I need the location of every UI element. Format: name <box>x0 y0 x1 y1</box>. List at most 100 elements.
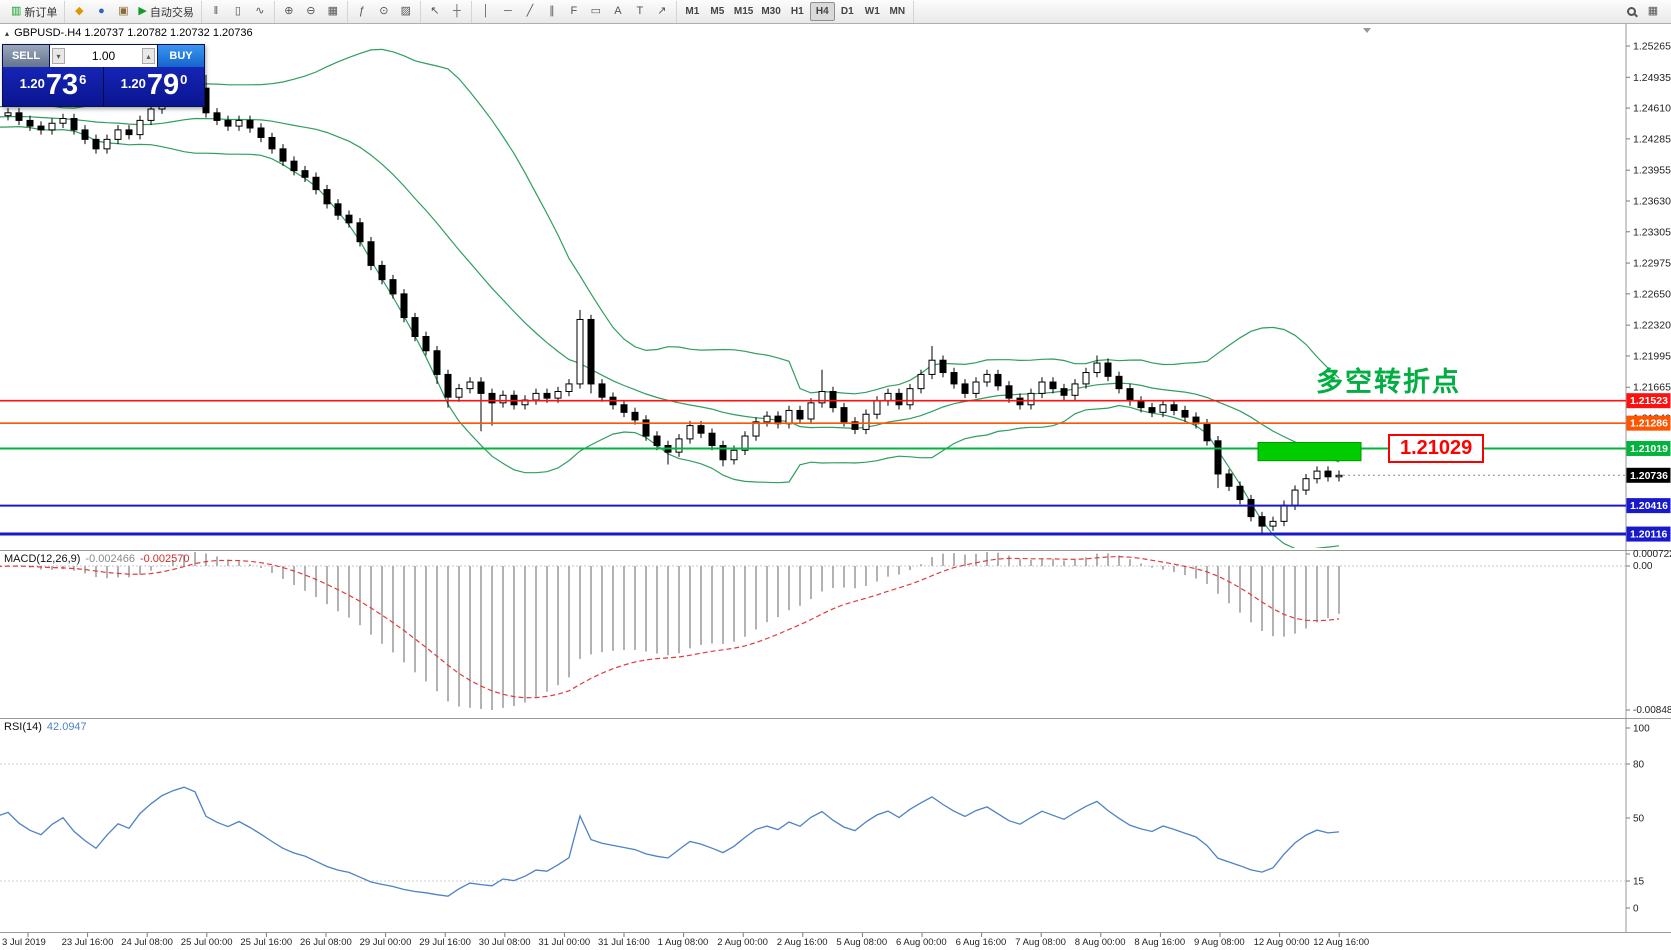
trendline-button[interactable]: ╱ <box>519 2 541 21</box>
volume-field: ▾ ▴ <box>50 45 157 67</box>
bar-chart-button[interactable]: ‖ <box>205 2 227 21</box>
price-axis[interactable]: 1.25265 1.24935 1.24610 1.24285 1.23955 1.236… <box>1626 41 1671 915</box>
macd-title: MACD(12,26,9) <box>4 553 81 565</box>
text-button[interactable]: A <box>607 2 629 21</box>
channel-button[interactable]: ∥ <box>541 2 563 21</box>
svg-text:1.24610: 1.24610 <box>1633 103 1671 115</box>
svg-text:1.23305: 1.23305 <box>1633 226 1671 238</box>
timeframe-m15[interactable]: M15 <box>733 6 754 17</box>
candlestick-icon: ▯ <box>234 5 241 17</box>
label-icon: T <box>636 5 644 17</box>
svg-text:1.21523: 1.21523 <box>1630 395 1668 407</box>
periods-icon: ⊙ <box>379 5 389 17</box>
svg-text:23 Jul 16:00: 23 Jul 16:00 <box>62 937 114 948</box>
main-chart-plot <box>0 48 1626 548</box>
timeframe-mn[interactable]: MN <box>889 6 906 17</box>
volume-decrease-button[interactable]: ▾ <box>52 48 65 64</box>
timeframe-m30[interactable]: M30 <box>761 6 781 17</box>
buy-button[interactable]: BUY <box>157 45 204 67</box>
tile-windows-button[interactable]: ▦ <box>322 2 344 21</box>
periods-button[interactable]: ⊙ <box>373 2 395 21</box>
layout-button[interactable]: ▦ <box>1642 2 1664 21</box>
arrows-button[interactable]: ↗ <box>651 2 673 21</box>
favorites-button[interactable]: ◆ <box>68 2 90 21</box>
timeframe-h1[interactable]: H1 <box>790 6 804 17</box>
svg-text:1.20736: 1.20736 <box>1630 470 1668 482</box>
horizontal-line-icon: ─ <box>503 5 512 17</box>
vertical-line-icon: │ <box>482 5 490 17</box>
svg-text:3 Jul 2019: 3 Jul 2019 <box>2 937 46 948</box>
svg-text:1.21665: 1.21665 <box>1633 382 1671 394</box>
indicators-button[interactable]: ƒ <box>351 2 373 21</box>
price-callout-label: 1.21029 <box>1388 434 1485 463</box>
profile-button[interactable]: ● <box>90 2 112 21</box>
search-button[interactable] <box>1620 2 1642 21</box>
sell-button[interactable]: SELL <box>3 45 50 67</box>
fibonacci-icon: F <box>570 5 578 17</box>
svg-text:0.00: 0.00 <box>1633 561 1653 572</box>
candlestick-button[interactable]: ▯ <box>227 2 249 21</box>
svg-text:80: 80 <box>1633 760 1645 771</box>
svg-text:1.20416: 1.20416 <box>1630 500 1668 512</box>
timeframe-d1[interactable]: D1 <box>840 6 854 17</box>
autotrading-button[interactable]: ▶ 自动交易 <box>134 2 197 21</box>
templates-icon: ▨ <box>400 5 412 17</box>
macd-panel <box>0 552 1626 710</box>
bollinger-lower <box>0 125 1340 548</box>
svg-text:50: 50 <box>1633 814 1645 825</box>
volume-input[interactable] <box>67 49 140 63</box>
svg-text:6 Aug 00:00: 6 Aug 00:00 <box>896 937 947 948</box>
market-watch-button[interactable]: ▣ <box>112 2 134 21</box>
rsi-title: RSI(14) <box>4 721 42 733</box>
cursor-button[interactable]: ↖ <box>424 2 446 21</box>
chart-shift-marker[interactable] <box>1363 28 1371 33</box>
buy-price-prefix: 1.20 <box>120 76 146 91</box>
timeframe-group: M1 M5 M15 M30 H1 H4 D1 W1 MN <box>677 0 914 23</box>
zoom-out-icon: ⊖ <box>306 5 316 17</box>
svg-text:1.20116: 1.20116 <box>1630 529 1668 541</box>
fibonacci-button[interactable]: F <box>563 2 585 21</box>
macd-signal-value: -0.002570 <box>139 553 190 565</box>
label-button[interactable]: T <box>629 2 651 21</box>
highlight-rectangle[interactable] <box>1257 441 1362 462</box>
svg-text:1.22320: 1.22320 <box>1633 320 1671 332</box>
crosshair-button[interactable]: ┼ <box>446 2 468 21</box>
timeframe-m1[interactable]: M1 <box>685 6 700 17</box>
macd-signal-line <box>0 555 1340 699</box>
channel-icon: ∥ <box>549 5 555 17</box>
volume-increase-button[interactable]: ▴ <box>142 48 155 64</box>
templates-button[interactable]: ▨ <box>395 2 417 21</box>
sell-price[interactable]: 1.20 73 6 <box>3 67 104 106</box>
svg-text:-0.00848: -0.00848 <box>1633 705 1671 716</box>
rsi-label: RSI(14) 42.0947 <box>4 721 87 733</box>
horizontal-line-button[interactable]: ─ <box>497 2 519 21</box>
svg-text:31 Jul 16:00: 31 Jul 16:00 <box>598 937 650 948</box>
svg-text:7 Aug 08:00: 7 Aug 08:00 <box>1015 937 1066 948</box>
vertical-line-button[interactable]: │ <box>475 2 497 21</box>
chart-canvas[interactable]: 1.25265 1.24935 1.24610 1.24285 1.23955 1.236… <box>0 24 1671 950</box>
zoom-out-button[interactable]: ⊖ <box>300 2 322 21</box>
time-axis[interactable]: 3 Jul 2019 23 Jul 16:00 24 Jul 08:00 25 Jul… <box>2 933 1369 948</box>
zoom-in-button[interactable]: ⊕ <box>278 2 300 21</box>
svg-text:1.23955: 1.23955 <box>1633 165 1671 177</box>
cursor-icon: ↖ <box>430 5 440 17</box>
timeframe-h4[interactable]: H4 <box>809 2 835 21</box>
svg-text:15: 15 <box>1633 877 1645 888</box>
timeframe-w1[interactable]: W1 <box>864 6 880 17</box>
arrows-icon: ↗ <box>657 5 667 17</box>
line-chart-button[interactable]: ∿ <box>249 2 271 21</box>
shapes-button[interactable]: ▭ <box>585 2 607 21</box>
trendline-icon: ╱ <box>526 5 534 17</box>
sell-price-sup: 6 <box>79 72 87 87</box>
timeframe-m5[interactable]: M5 <box>710 6 725 17</box>
layout-icon: ▦ <box>1647 5 1659 17</box>
buy-price-sup: 0 <box>180 72 188 87</box>
collapse-icon[interactable]: ▴ <box>5 29 10 38</box>
svg-text:2 Aug 16:00: 2 Aug 16:00 <box>777 937 828 948</box>
candles <box>4 71 1343 533</box>
buy-price[interactable]: 1.20 79 0 <box>104 67 204 106</box>
svg-text:31 Jul 00:00: 31 Jul 00:00 <box>538 937 590 948</box>
new-order-button[interactable]: ▥ 新订单 <box>7 2 61 21</box>
buy-price-big: 79 <box>146 69 180 101</box>
